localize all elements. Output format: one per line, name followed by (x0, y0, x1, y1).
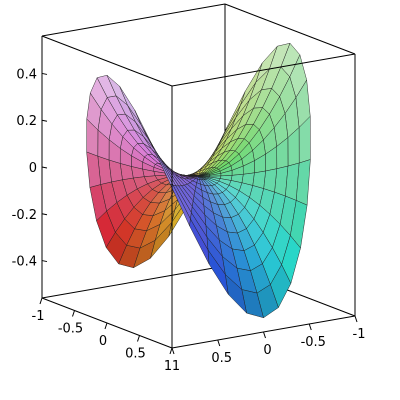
box-edge-top-front-left (41, 35, 173, 87)
x-tick-mark (39, 297, 43, 305)
z-tick-label: -0.2 (12, 208, 37, 223)
axis-ticks (39, 72, 358, 355)
x-tick-label: -1 (32, 309, 45, 324)
y-tick-label: -0.5 (301, 335, 326, 350)
y-tick-mark (354, 315, 358, 323)
y-tick-label: 0 (263, 343, 271, 358)
y-tick-label: 0.5 (211, 351, 232, 366)
surface-face (151, 143, 174, 186)
x-tick-label: -0.5 (58, 322, 83, 337)
y-tick-label: -1 (353, 327, 366, 342)
z-tick-label: 0 (29, 161, 37, 176)
z-tick-mark (41, 119, 48, 122)
box-edge-top-left (41, 3, 226, 37)
x-tick-label: 0 (99, 334, 107, 349)
x-tick-label: 0.5 (125, 347, 146, 362)
z-tick-mark (41, 166, 48, 169)
z-tick-mark (41, 72, 48, 75)
x-tick-mark (72, 310, 75, 317)
box-edge-top-front-right (171, 53, 356, 87)
y-tick-label: 1 (172, 359, 180, 374)
y-tick-mark (171, 347, 175, 355)
z-tick-mark (41, 260, 48, 263)
z-tick-label: 0.2 (16, 114, 37, 129)
x-tick-mark (169, 347, 173, 355)
z-tick-label: 0.4 (16, 67, 37, 82)
x-tick-mark (104, 322, 108, 330)
axis-tick-labels: 0.4 0.2 0 -0.2 -0.4 -1 -0.5 0 0.5 1 1 0.5 0 -0.5 -1 (12, 67, 366, 374)
x-tick-label: 1 (164, 359, 172, 374)
y-tick-mark (217, 339, 221, 347)
x-tick-mark (137, 335, 140, 342)
plot-box-front (41, 35, 356, 349)
z-tick-mark (41, 213, 48, 216)
y-tick-mark (263, 331, 266, 339)
surface-mesh (86, 42, 311, 319)
z-tick-label: -0.4 (12, 255, 37, 270)
box-edge-top-right (224, 3, 356, 55)
box-edge-back-bottom-left (41, 265, 226, 299)
y-tick-mark (308, 323, 312, 331)
